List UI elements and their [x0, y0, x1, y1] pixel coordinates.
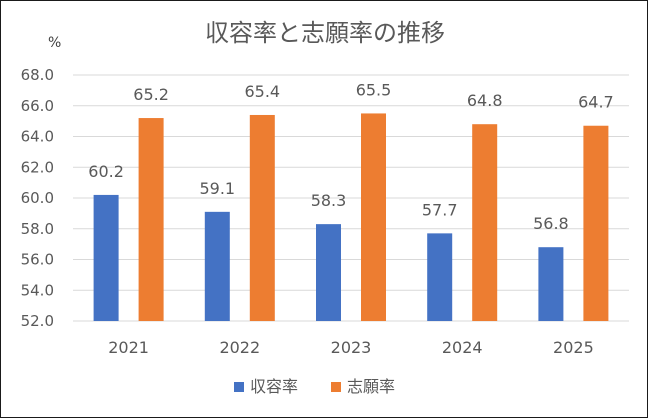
data-label: 65.5 — [356, 80, 392, 99]
y-axis-unit-label: % — [48, 35, 61, 51]
bar-series1 — [427, 233, 453, 321]
bar-series1 — [538, 247, 564, 321]
y-tick-label: 58.0 — [21, 220, 54, 238]
y-tick-label: 54.0 — [21, 281, 54, 299]
data-label: 58.3 — [311, 191, 347, 210]
x-axis-tick-labels: 2021 2022 2023 2024 2025 — [108, 338, 594, 357]
y-tick-label: 64.0 — [21, 128, 54, 146]
bar-series2 — [249, 114, 275, 321]
legend-swatch — [331, 382, 341, 392]
y-tick-label: 68.0 — [21, 66, 54, 84]
data-label: 56.8 — [533, 214, 569, 233]
data-label: 57.7 — [422, 200, 458, 219]
bar-series2 — [138, 118, 164, 321]
bar-series1 — [204, 211, 230, 321]
legend-label: 志願率 — [347, 377, 395, 396]
y-tick-label: 60.0 — [21, 189, 54, 207]
data-labels: 60.2 65.2 59.1 65.4 58.3 65.5 57.7 64.8 56.8 64.7 — [88, 80, 613, 233]
data-label: 59.1 — [199, 179, 235, 198]
data-label: 65.2 — [133, 85, 169, 104]
chart-title: 収容率と志願率の推移 — [205, 19, 445, 47]
x-tick-label: 2023 — [331, 338, 372, 357]
legend: 収容率 志願率 — [234, 377, 395, 396]
x-tick-label: 2022 — [219, 338, 260, 357]
bar-series1 — [93, 194, 119, 321]
legend-swatch — [234, 382, 244, 392]
data-label: 60.2 — [88, 162, 124, 181]
data-label: 65.4 — [244, 82, 280, 101]
bar-series2 — [583, 125, 609, 321]
y-tick-label: 52.0 — [21, 312, 54, 330]
y-axis-tick-labels: 52.0 54.0 56.0 58.0 60.0 62.0 64.0 66.0 68.0 — [21, 66, 54, 330]
bar-series2 — [361, 113, 386, 321]
data-label: 64.7 — [578, 93, 614, 112]
y-tick-label: 56.0 — [21, 251, 54, 269]
x-tick-label: 2021 — [108, 338, 149, 357]
bars — [93, 113, 609, 321]
x-tick-label: 2024 — [442, 338, 483, 357]
data-label: 64.8 — [467, 91, 503, 110]
legend-label: 収容率 — [250, 377, 298, 396]
y-tick-label: 66.0 — [21, 97, 54, 115]
gridlines — [73, 74, 629, 322]
bar-series2 — [472, 124, 498, 321]
y-tick-label: 62.0 — [21, 158, 54, 176]
x-tick-label: 2025 — [553, 338, 594, 357]
bar-series1 — [316, 224, 341, 321]
